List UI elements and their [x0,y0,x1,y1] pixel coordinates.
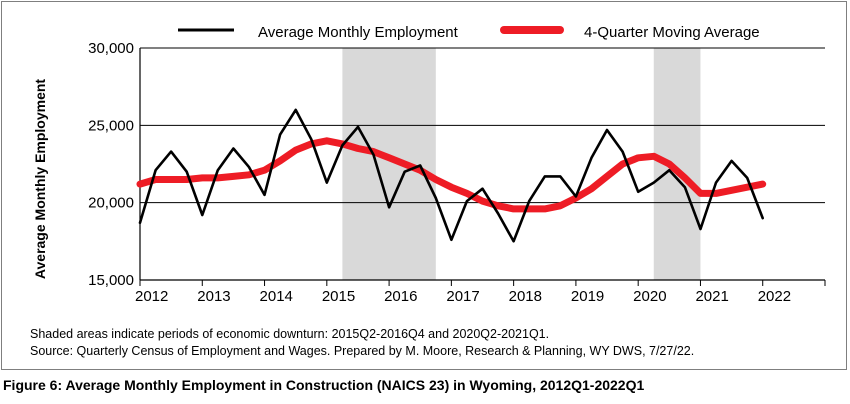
gridlines [140,47,825,204]
y-tick-label-15000: 15,000 [88,272,134,289]
series-lines [136,108,767,243]
legend-label-employment: Average Monthly Employment [258,24,459,41]
y-tick-labels: 15,000 20,000 25,000 30,000 [88,40,134,289]
downturn-shading [342,48,701,280]
series-line-moving-average [136,137,767,213]
x-tick-label-2016: 2016 [384,288,417,305]
y-tick-label-30000: 30,000 [88,40,134,57]
x-tick-label-2012: 2012 [135,288,168,305]
x-tick-label-2018: 2018 [509,288,542,305]
x-tick-label-2021: 2021 [695,288,728,305]
chart-frame [1,1,847,370]
x-tick-labels: 2012 2013 2014 2015 2016 2017 2018 2019 2020 2021… [135,288,791,305]
source-note: Source: Quarterly Census of Employment a… [30,344,695,358]
y-tick-label-20000: 20,000 [88,195,134,212]
downturn-band-1 [342,48,436,280]
legend-label-moving-average: 4-Quarter Moving Average [584,24,760,41]
legend: Average Monthly Employment 4-Quarter Mov… [178,24,760,41]
x-tick-label-2022: 2022 [758,288,791,305]
x-tick-label-2020: 2020 [633,288,666,305]
downturn-band-2 [653,48,701,280]
x-tick-label-2014: 2014 [260,288,293,305]
shading-note: Shaded areas indicate periods of economi… [30,327,550,341]
y-axis-label: Average Monthly Employment [32,79,48,280]
x-tick-label-2013: 2013 [197,288,230,305]
x-tick-label-2017: 2017 [446,288,479,305]
x-tick-label-2015: 2015 [322,288,355,305]
x-tick-label-2019: 2019 [571,288,604,305]
figure-caption: Figure 6: Average Monthly Employment in … [3,377,645,393]
y-tick-label-25000: 25,000 [88,117,134,134]
axes [139,48,826,286]
